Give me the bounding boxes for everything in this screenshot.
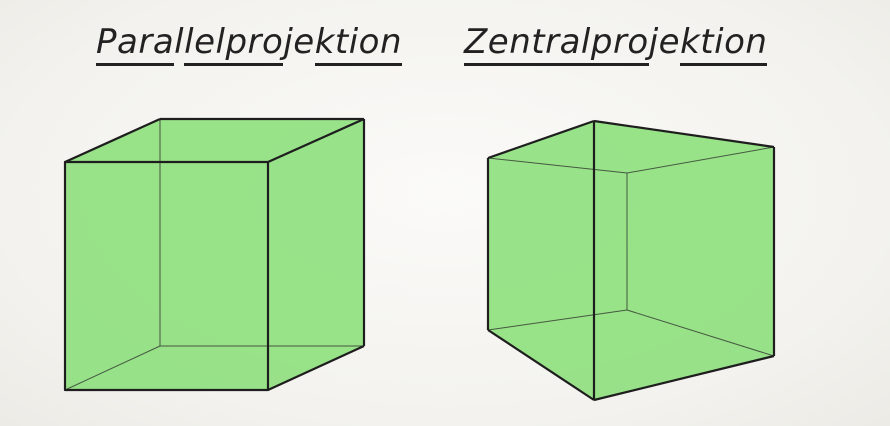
parallel-projection-cube bbox=[63, 117, 366, 392]
parallel-cube-visible-edges bbox=[63, 117, 366, 392]
central-cube-fill bbox=[488, 121, 774, 400]
title-right-part-2: pro bbox=[590, 22, 649, 66]
title-right-part-3: je bbox=[648, 22, 681, 62]
title-left-part-7: ktion bbox=[314, 22, 403, 66]
title-zentralprojektion: Zentralprojektion bbox=[464, 22, 768, 66]
central-projection-cube bbox=[486, 119, 776, 402]
title-parallelprojektion: Parallelprojektion bbox=[96, 22, 403, 66]
central-cube-visible-edges bbox=[486, 119, 776, 402]
title-left-part-6: je bbox=[283, 22, 315, 62]
title-left-part-5: pro bbox=[225, 22, 284, 66]
title-left-part-1: Para bbox=[96, 22, 175, 66]
title-left-part-2: l bbox=[174, 22, 185, 62]
title-right-part-4: ktion bbox=[680, 22, 768, 66]
parallel-cube-hidden-edges bbox=[64, 119, 364, 391]
title-left-part-4: el bbox=[194, 22, 226, 66]
title-right-part-1: Zentral bbox=[464, 22, 591, 66]
central-cube-hidden-edges bbox=[487, 146, 775, 357]
parallel-cube-fill bbox=[65, 119, 364, 390]
title-left-part-3: l bbox=[184, 22, 195, 66]
